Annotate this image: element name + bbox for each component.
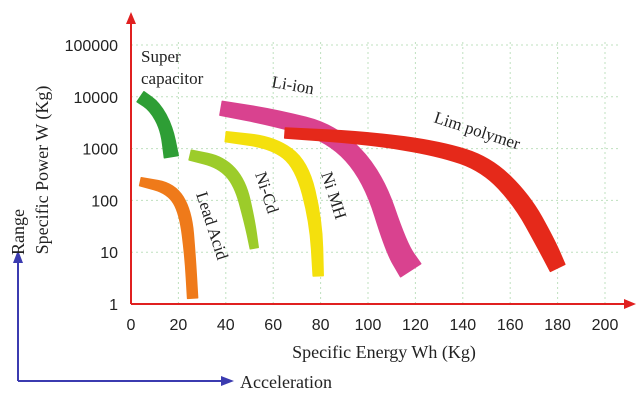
x-tick-label: 160 xyxy=(497,317,524,334)
range-label: Range xyxy=(8,209,28,255)
x-axis-title: Specific Energy Wh (Kg) xyxy=(292,342,476,363)
band-lead-acid xyxy=(138,177,199,300)
axes xyxy=(126,12,636,309)
y-tick-label: 1000 xyxy=(82,142,118,159)
range-arrow xyxy=(13,250,23,381)
acceleration-arrow xyxy=(18,376,234,386)
x-axis-arrow xyxy=(624,299,636,309)
acceleration-label: Acceleration xyxy=(240,372,332,392)
label-super-capacitor: Super xyxy=(141,47,181,66)
y-tick-label: 100000 xyxy=(65,38,118,55)
label-ni-mh: Ni MH xyxy=(317,169,350,221)
label-super-capacitor: capacitor xyxy=(141,69,204,88)
tick-labels: 0 20 40 60 80 100 120 140 160 180 200 1 10 100 1000 100… xyxy=(65,38,619,334)
band-lim-polymer xyxy=(283,127,566,273)
y-tick-label: 10000 xyxy=(74,90,119,107)
y-tick-label: 10 xyxy=(100,245,118,262)
x-tick-label: 80 xyxy=(312,317,330,334)
y-axis-arrow xyxy=(126,12,136,24)
band-ni-mh xyxy=(224,130,324,277)
label-li-ion: Li-ion xyxy=(270,72,316,98)
series-layer xyxy=(136,91,566,300)
x-tick-label: 200 xyxy=(592,317,619,334)
x-tick-label: 180 xyxy=(544,317,571,334)
label-ni-cd: Ni-Cd xyxy=(251,169,282,216)
x-tick-label: 0 xyxy=(127,317,136,334)
grid xyxy=(131,40,620,304)
band-ni-cd xyxy=(188,149,259,250)
y-axis-title: Specific Power W (Kg) xyxy=(32,86,53,255)
y-tick-label: 1 xyxy=(109,297,118,314)
x-tick-label: 60 xyxy=(264,317,282,334)
y-tick-label: 100 xyxy=(91,193,118,210)
x-tick-label: 120 xyxy=(402,317,429,334)
x-tick-label: 100 xyxy=(355,317,382,334)
x-tick-label: 20 xyxy=(170,317,188,334)
x-tick-label: 40 xyxy=(217,317,235,334)
x-tick-label: 140 xyxy=(449,317,476,334)
band-super-capacitor xyxy=(136,91,179,159)
